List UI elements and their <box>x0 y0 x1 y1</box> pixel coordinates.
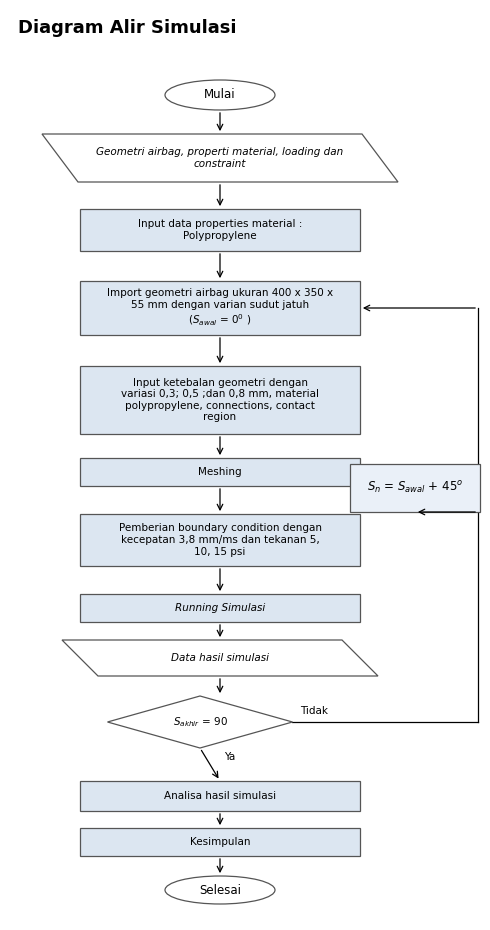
Text: Diagram Alir Simulasi: Diagram Alir Simulasi <box>18 19 237 37</box>
FancyBboxPatch shape <box>80 458 360 486</box>
FancyBboxPatch shape <box>80 594 360 622</box>
Text: Analisa hasil simulasi: Analisa hasil simulasi <box>164 791 276 801</box>
FancyBboxPatch shape <box>80 514 360 566</box>
Text: $S_{akhir}$ = 90: $S_{akhir}$ = 90 <box>172 715 227 729</box>
FancyBboxPatch shape <box>80 828 360 856</box>
Text: $S_n$ = $S_{awal}$ + 45$^{o}$: $S_n$ = $S_{awal}$ + 45$^{o}$ <box>367 480 463 496</box>
Text: Import geometri airbag ukuran 400 x 350 x
55 mm dengan varian sudut jatuh
($S_{a: Import geometri airbag ukuran 400 x 350 … <box>107 288 333 327</box>
Text: Running Simulasi: Running Simulasi <box>175 603 265 613</box>
Polygon shape <box>62 640 378 676</box>
FancyBboxPatch shape <box>80 781 360 811</box>
Text: Selesai: Selesai <box>199 884 241 897</box>
Text: Meshing: Meshing <box>198 467 242 477</box>
Text: Tidak: Tidak <box>300 706 328 716</box>
FancyBboxPatch shape <box>80 366 360 434</box>
Polygon shape <box>42 134 398 182</box>
Text: Input data properties material :
Polypropylene: Input data properties material : Polypro… <box>138 219 302 241</box>
Text: Data hasil simulasi: Data hasil simulasi <box>171 653 269 663</box>
FancyBboxPatch shape <box>350 464 480 512</box>
Text: Mulai: Mulai <box>204 88 236 101</box>
Text: Geometri airbag, properti material, loading dan
constraint: Geometri airbag, properti material, load… <box>97 147 343 169</box>
Ellipse shape <box>165 80 275 110</box>
Text: Pemberian boundary condition dengan
kecepatan 3,8 mm/ms dan tekanan 5,
10, 15 ps: Pemberian boundary condition dengan kece… <box>119 524 321 556</box>
Text: Ya: Ya <box>224 752 235 762</box>
Text: Kesimpulan: Kesimpulan <box>190 837 250 847</box>
FancyBboxPatch shape <box>80 281 360 335</box>
Text: Input ketebalan geometri dengan
variasi 0,3; 0,5 ;dan 0,8 mm, material
polypropy: Input ketebalan geometri dengan variasi … <box>121 378 319 422</box>
Ellipse shape <box>165 876 275 904</box>
FancyBboxPatch shape <box>80 209 360 251</box>
Polygon shape <box>107 696 293 748</box>
